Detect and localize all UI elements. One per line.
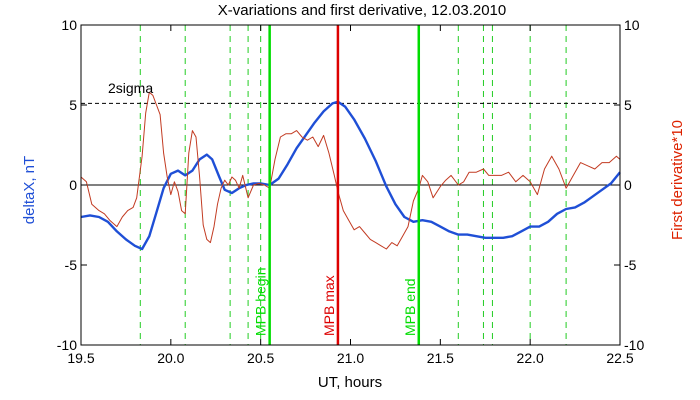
y-tick-label-left-0: -10 [57, 337, 77, 353]
y-tick-label-left-1: -5 [65, 257, 78, 273]
tick-layer: 19.5 20.0 20.5 21.0 21.5 22.0 22.5-10 -10-5 -50 0… [57, 17, 645, 366]
x-tick-label-1: 20.0 [157, 350, 184, 366]
y-tick-label-right-3: 5 [624, 97, 632, 113]
threshold-label: 2sigma [108, 80, 153, 96]
chart-title: X-variations and first derivative, 12.03… [218, 2, 507, 19]
y-tick-label-right-1: -5 [624, 257, 637, 273]
marker-label-1: MPB max [321, 275, 337, 336]
right-y-axis-label: First derivative*10 [669, 120, 686, 240]
left-y-axis-label: deltaX, nT [21, 156, 38, 224]
y-tick-label-left-3: 5 [69, 97, 77, 113]
x-tick-label-5: 22.0 [517, 350, 544, 366]
series-layer [80, 91, 621, 251]
series-line-deltaX [80, 100, 621, 251]
y-tick-label-left-4: 10 [61, 17, 77, 33]
x-tick-label-2: 20.5 [247, 350, 274, 366]
x-tick-label-4: 21.5 [427, 350, 454, 366]
x-tick-label-0: 19.5 [67, 350, 94, 366]
marker-label-0: MPB begin [253, 268, 269, 336]
x-tick-label-3: 21.0 [337, 350, 364, 366]
y-tick-label-right-4: 10 [624, 17, 640, 33]
series-line-derivative [80, 91, 621, 250]
y-tick-label-right-0: -10 [624, 337, 644, 353]
y-tick-label-left-2: 0 [69, 177, 77, 193]
marker-label-2: MPB end [402, 278, 418, 336]
marker-layer: MPB begin MPB max MPB end [253, 25, 421, 345]
x-axis-label: UT, hours [318, 374, 382, 391]
grid-layer [80, 25, 620, 345]
x-tick-label-6: 22.5 [606, 350, 633, 366]
y-tick-label-right-2: 0 [624, 177, 632, 193]
